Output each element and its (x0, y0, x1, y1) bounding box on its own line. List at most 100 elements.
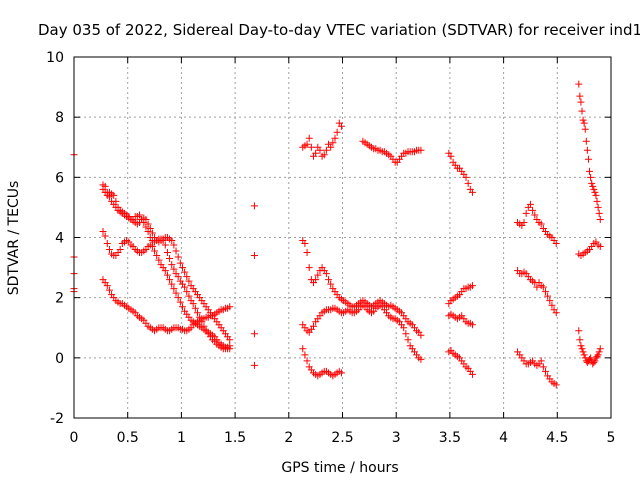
data-point (142, 215, 150, 223)
data-point (552, 381, 560, 389)
data-point (183, 273, 191, 281)
data-point (148, 243, 156, 251)
y-tick-label: -2 (50, 411, 64, 427)
data-point (99, 227, 107, 235)
data-point (101, 182, 109, 190)
data-point (539, 283, 547, 291)
data-point (178, 264, 186, 272)
data-point (417, 355, 425, 363)
data-point (595, 209, 603, 217)
data-point (589, 182, 597, 190)
data-point (468, 321, 476, 329)
data-point (541, 288, 549, 296)
data-point (166, 255, 174, 263)
data-point (329, 139, 337, 147)
data-point (181, 268, 189, 276)
data-point (552, 240, 560, 248)
data-point (577, 98, 585, 106)
y-tick-label: 8 (55, 110, 64, 126)
data-point (584, 155, 592, 163)
data-point (580, 351, 588, 359)
data-point (312, 149, 320, 157)
data-point (402, 330, 410, 338)
data-point (594, 203, 602, 211)
data-point (178, 303, 186, 311)
data-point (526, 200, 534, 208)
data-point (146, 224, 154, 232)
data-point (587, 173, 595, 181)
x-tick-label: 5 (607, 430, 616, 446)
x-tick-label: 3.5 (439, 430, 461, 446)
data-point (468, 282, 476, 290)
data-point (579, 348, 587, 356)
data-point (176, 259, 184, 267)
data-point (404, 336, 412, 344)
data-point (575, 327, 583, 335)
data-point (522, 209, 530, 217)
data-point (183, 288, 191, 296)
data-point (322, 270, 330, 278)
data-point (174, 253, 182, 261)
x-tick-label: 1 (177, 430, 186, 446)
data-point (592, 191, 600, 199)
data-point (583, 146, 591, 154)
data-point (327, 280, 335, 288)
data-point (163, 249, 171, 257)
data-point (299, 345, 307, 353)
data-point (417, 146, 425, 154)
data-point (168, 237, 176, 245)
data-point (537, 220, 545, 228)
data-point (170, 265, 178, 273)
x-tick-label: 4.5 (546, 430, 568, 446)
data-point (310, 322, 318, 330)
data-point (337, 369, 345, 377)
data-point (172, 247, 180, 255)
data-point (166, 276, 174, 284)
data-point (136, 211, 144, 219)
x-tick-label: 4 (499, 430, 508, 446)
data-point (181, 283, 189, 291)
data-point (586, 167, 594, 175)
data-point (168, 280, 176, 288)
data-point (101, 232, 109, 240)
axis-ticks: 0 0.5 1 1.5 2 2.5 3 3.5 4 4.5 5 -2 0 2 4 6 8 10 (46, 50, 615, 446)
x-tick-label: 0 (70, 430, 79, 446)
data-point (552, 309, 560, 317)
grid-lines (74, 57, 611, 418)
data-point (105, 286, 113, 294)
data-point (307, 143, 315, 151)
data-point (170, 241, 178, 249)
data-point (593, 197, 601, 205)
data-point (529, 206, 537, 214)
data-point (593, 352, 601, 360)
data-point (314, 271, 322, 279)
data-point (333, 128, 341, 136)
data-point (596, 243, 604, 251)
data-point (103, 188, 111, 196)
data-point (110, 191, 118, 199)
data-point (303, 249, 311, 257)
data-point (578, 345, 586, 353)
data-point (578, 107, 586, 115)
data-point (185, 292, 193, 300)
x-tick-label: 3 (392, 430, 401, 446)
data-point (596, 215, 604, 223)
data-point (533, 283, 541, 291)
data-point (151, 247, 159, 255)
data-points (70, 80, 604, 389)
data-point (327, 143, 335, 151)
x-tick-label: 0.5 (117, 430, 139, 446)
data-point (161, 241, 169, 249)
data-point (189, 300, 197, 308)
data-point (303, 357, 311, 365)
data-point (226, 345, 234, 353)
data-point (105, 246, 113, 254)
chart-title: Day 035 of 2022, Sidereal Day-to-day VTE… (38, 21, 640, 39)
data-point (590, 185, 598, 193)
data-point (417, 331, 425, 339)
data-point (596, 345, 604, 353)
data-point (577, 342, 585, 350)
data-point (194, 309, 202, 317)
